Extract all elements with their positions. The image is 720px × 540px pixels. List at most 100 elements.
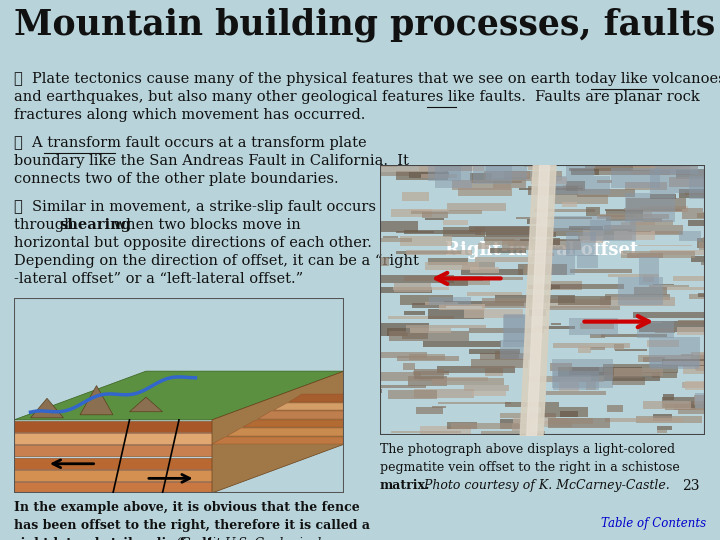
FancyBboxPatch shape <box>469 349 520 354</box>
Text: Mountain building processes, faults and folds: Mountain building processes, faults and … <box>14 8 720 43</box>
FancyBboxPatch shape <box>439 161 472 171</box>
Polygon shape <box>14 421 212 432</box>
FancyBboxPatch shape <box>690 255 720 262</box>
FancyBboxPatch shape <box>570 168 639 171</box>
FancyBboxPatch shape <box>649 338 700 367</box>
FancyBboxPatch shape <box>418 165 484 171</box>
FancyBboxPatch shape <box>435 159 472 188</box>
FancyBboxPatch shape <box>502 446 522 447</box>
FancyBboxPatch shape <box>640 434 688 440</box>
FancyBboxPatch shape <box>378 147 446 155</box>
FancyBboxPatch shape <box>505 314 526 342</box>
FancyBboxPatch shape <box>554 153 621 161</box>
FancyBboxPatch shape <box>503 171 530 179</box>
FancyBboxPatch shape <box>480 353 534 360</box>
FancyBboxPatch shape <box>433 379 504 385</box>
FancyBboxPatch shape <box>485 240 516 245</box>
FancyBboxPatch shape <box>408 376 446 386</box>
FancyBboxPatch shape <box>470 267 500 273</box>
FancyBboxPatch shape <box>534 326 575 329</box>
Polygon shape <box>14 458 212 469</box>
Text: connects two of the other plate boundaries.: connects two of the other plate boundari… <box>14 172 338 186</box>
FancyBboxPatch shape <box>554 343 631 348</box>
FancyBboxPatch shape <box>636 441 675 447</box>
FancyBboxPatch shape <box>602 447 630 448</box>
FancyBboxPatch shape <box>590 220 636 241</box>
FancyBboxPatch shape <box>660 165 679 169</box>
FancyBboxPatch shape <box>513 424 531 431</box>
FancyBboxPatch shape <box>685 381 720 390</box>
FancyBboxPatch shape <box>642 218 662 222</box>
FancyBboxPatch shape <box>528 376 604 382</box>
FancyBboxPatch shape <box>523 442 554 443</box>
FancyBboxPatch shape <box>409 210 449 212</box>
FancyBboxPatch shape <box>657 426 672 429</box>
FancyBboxPatch shape <box>464 309 523 318</box>
FancyBboxPatch shape <box>553 371 599 390</box>
FancyBboxPatch shape <box>697 213 718 219</box>
FancyBboxPatch shape <box>379 161 444 172</box>
Bar <box>380 165 705 435</box>
FancyBboxPatch shape <box>652 284 674 285</box>
FancyBboxPatch shape <box>464 384 509 391</box>
FancyBboxPatch shape <box>683 161 720 165</box>
FancyBboxPatch shape <box>678 327 720 335</box>
FancyBboxPatch shape <box>419 377 488 381</box>
FancyBboxPatch shape <box>618 276 663 305</box>
FancyBboxPatch shape <box>372 287 431 293</box>
Polygon shape <box>289 394 344 402</box>
FancyBboxPatch shape <box>404 276 483 281</box>
FancyBboxPatch shape <box>520 239 582 241</box>
FancyBboxPatch shape <box>466 276 523 280</box>
Text: pegmatite vein offset to the right in a schistose: pegmatite vein offset to the right in a … <box>380 461 680 474</box>
Text: (Credit U.S. Geological: (Credit U.S. Geological <box>172 537 321 540</box>
FancyBboxPatch shape <box>654 328 675 333</box>
FancyBboxPatch shape <box>487 158 498 159</box>
Text: 23: 23 <box>683 479 700 493</box>
FancyBboxPatch shape <box>571 169 599 176</box>
FancyBboxPatch shape <box>685 191 720 195</box>
Polygon shape <box>243 420 344 427</box>
FancyBboxPatch shape <box>410 328 451 333</box>
Text: through: through <box>14 218 78 232</box>
FancyBboxPatch shape <box>580 236 603 242</box>
FancyBboxPatch shape <box>425 262 479 270</box>
FancyBboxPatch shape <box>485 154 503 156</box>
FancyBboxPatch shape <box>381 323 429 333</box>
Bar <box>14 298 344 493</box>
FancyBboxPatch shape <box>585 160 649 171</box>
FancyBboxPatch shape <box>402 333 428 339</box>
FancyBboxPatch shape <box>650 168 708 193</box>
FancyBboxPatch shape <box>595 165 670 175</box>
FancyBboxPatch shape <box>696 367 720 370</box>
FancyBboxPatch shape <box>425 302 458 305</box>
FancyBboxPatch shape <box>519 187 582 190</box>
FancyBboxPatch shape <box>368 349 380 360</box>
FancyBboxPatch shape <box>639 256 660 285</box>
FancyBboxPatch shape <box>395 171 448 180</box>
FancyBboxPatch shape <box>370 238 413 242</box>
Text: ❖  Similar in movement, a strike-slip fault occurs: ❖ Similar in movement, a strike-slip fau… <box>14 200 376 214</box>
FancyBboxPatch shape <box>636 416 701 423</box>
Text: Photo courtesy of K. McCarney-Castle.: Photo courtesy of K. McCarney-Castle. <box>415 479 670 492</box>
FancyBboxPatch shape <box>475 227 554 235</box>
FancyBboxPatch shape <box>557 296 611 305</box>
FancyBboxPatch shape <box>560 411 578 417</box>
FancyBboxPatch shape <box>683 144 701 152</box>
FancyBboxPatch shape <box>553 195 608 205</box>
FancyBboxPatch shape <box>473 161 512 185</box>
FancyBboxPatch shape <box>683 157 720 165</box>
FancyBboxPatch shape <box>662 287 720 290</box>
FancyBboxPatch shape <box>631 165 690 174</box>
FancyBboxPatch shape <box>696 362 720 370</box>
Polygon shape <box>80 386 113 415</box>
FancyBboxPatch shape <box>607 405 623 412</box>
FancyBboxPatch shape <box>699 241 720 250</box>
FancyBboxPatch shape <box>598 180 612 184</box>
FancyBboxPatch shape <box>421 212 448 218</box>
FancyBboxPatch shape <box>562 202 577 207</box>
FancyBboxPatch shape <box>679 231 701 241</box>
Text: has been offset to the right, therefore it is called a: has been offset to the right, therefore … <box>14 519 370 532</box>
FancyBboxPatch shape <box>428 309 484 319</box>
FancyBboxPatch shape <box>421 174 457 178</box>
